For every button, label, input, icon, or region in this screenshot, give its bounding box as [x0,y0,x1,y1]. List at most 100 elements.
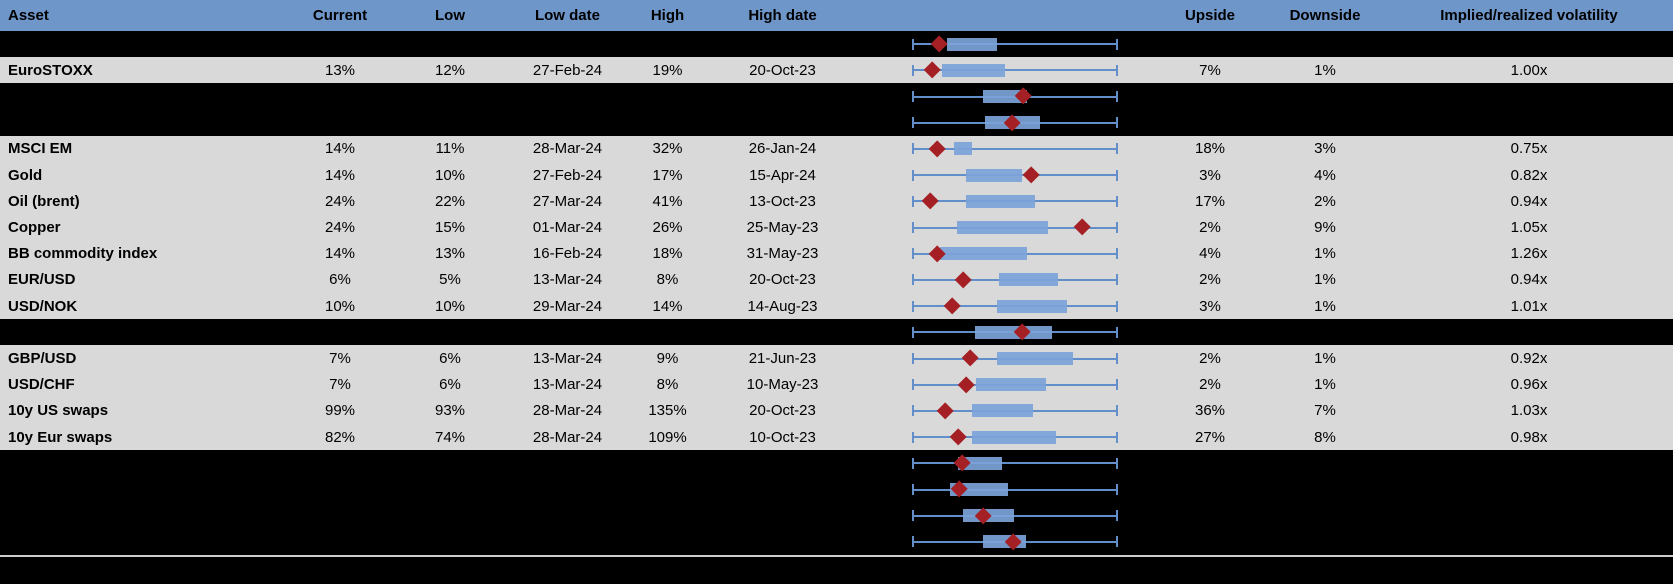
low-value: 22% [434,192,466,210]
boxplot-plot-area [912,214,1118,240]
downside-value: 1% [1314,61,1336,79]
table-body: EuroSTOXX 13% 12% 27-Feb-24 19% 20-Oct-23 7% 1%… [0,31,1673,556]
range-boxplot [855,241,1155,267]
current-level-diamond-marker [923,61,941,80]
high-date-value: 10-May-23 [746,376,819,394]
low-date-value [510,31,625,57]
low-value [390,83,510,109]
table-row-oil-brent: Oil (brent) 24% 22% 27-Mar-24 41% 13-Oct-23 17… [0,188,1673,215]
downside-value: 1% [1314,271,1336,289]
downside-value [1265,529,1385,555]
high-date-value [710,450,855,476]
column-header-upside: Upside [1184,7,1235,24]
high-date-value: 20-Oct-23 [749,402,816,420]
table-row-msci-em: MSCI EM 14% 11% 28-Mar-24 32% 26-Jan-24 18% 3% 0… [0,135,1673,163]
table-header-row: Asset Current Low Low date High High dat… [0,0,1673,31]
downside-value: 1% [1314,350,1336,368]
current-value: 24% [324,219,356,237]
asset-label [0,319,290,345]
high-value: 32% [652,140,683,158]
implied-realized-value [1385,83,1673,109]
boxplot-plot-area [912,110,1118,136]
implied-realized-value: 0.82x [1510,166,1548,184]
interquartile-box [972,430,1056,444]
implied-realized-value: 1.05x [1510,219,1548,237]
boxplot-plot-area [912,57,1118,83]
current-value [290,110,390,136]
low-value [390,450,510,476]
current-level-diamond-marker [949,428,967,446]
downside-value [1265,503,1385,529]
upside-value [1155,476,1265,502]
column-header-range-chart [855,0,1155,31]
current-level-diamond-marker [957,375,975,394]
boxplot-plot-area [912,241,1118,267]
high-value: 41% [652,192,683,210]
downside-value: 7% [1314,402,1336,420]
interquartile-box [998,273,1058,287]
current-level-diamond-marker [1022,166,1041,184]
high-value [625,529,710,555]
implied-realized-value [1385,503,1673,529]
low-date-value [510,110,625,136]
upside-value: 17% [1194,192,1226,210]
current-value [290,31,390,57]
range-boxplot [855,450,1155,476]
boxplot-plot-area [912,136,1118,162]
high-value: 109% [648,428,687,446]
low-value: 15% [434,219,466,237]
current-value: 82% [324,428,356,446]
high-value: 18% [652,245,683,263]
low-value: 5% [439,271,461,289]
low-date-value [510,450,625,476]
current-value [290,476,390,502]
low-value: 10% [434,297,466,315]
low-value [390,31,510,57]
high-value [625,83,710,109]
asset-label: 10y US swaps [8,402,109,420]
current-value: 6% [329,271,351,289]
current-level-diamond-marker [930,35,949,53]
high-date-value [710,31,855,57]
upside-value [1155,319,1265,345]
asset-label [0,503,290,529]
range-boxplot [855,424,1155,450]
low-date-value: 16-Feb-24 [532,245,603,263]
interquartile-box [966,194,1036,208]
table-row-hidden [0,528,1673,556]
downside-value: 8% [1314,428,1336,446]
range-boxplot [855,293,1155,319]
downside-value [1265,31,1385,57]
table-row-usd-nok: USD/NOK 10% 10% 29-Mar-24 14% 14-Aug-23 3% 1% 1.… [0,293,1673,320]
whisker-range-line [912,457,1118,469]
interquartile-box [946,37,997,51]
column-header-implied-realized-volatility: Implied/realized volatility [1440,7,1618,24]
interquartile-box [972,404,1034,418]
current-level-diamond-marker [954,271,972,289]
high-date-value [710,503,855,529]
low-value [390,529,510,555]
low-value: 10% [434,166,466,184]
current-value: 99% [324,402,356,420]
downside-value [1265,319,1385,345]
table-row-hidden [0,450,1673,477]
low-value: 11% [435,140,465,158]
high-date-value [710,83,855,109]
high-date-value: 20-Oct-23 [749,61,816,79]
asset-label: Gold [8,166,43,184]
high-value: 9% [656,350,679,368]
high-value [625,503,710,529]
high-date-value: 26-Jan-24 [748,140,817,158]
implied-realized-value: 1.01x [1510,297,1548,315]
upside-value: 3% [1199,297,1221,315]
current-value [290,83,390,109]
boxplot-plot-area [912,424,1118,450]
high-date-value: 13-Oct-23 [749,192,816,210]
low-date-value [510,319,625,345]
high-date-value [710,110,855,136]
low-date-value [510,83,625,109]
implied-realized-value: 0.96x [1510,376,1548,394]
table-row-eurostoxx: EuroSTOXX 13% 12% 27-Feb-24 19% 20-Oct-23 7% 1%… [0,57,1673,84]
boxplot-plot-area [912,31,1118,57]
upside-value: 2% [1199,350,1221,368]
